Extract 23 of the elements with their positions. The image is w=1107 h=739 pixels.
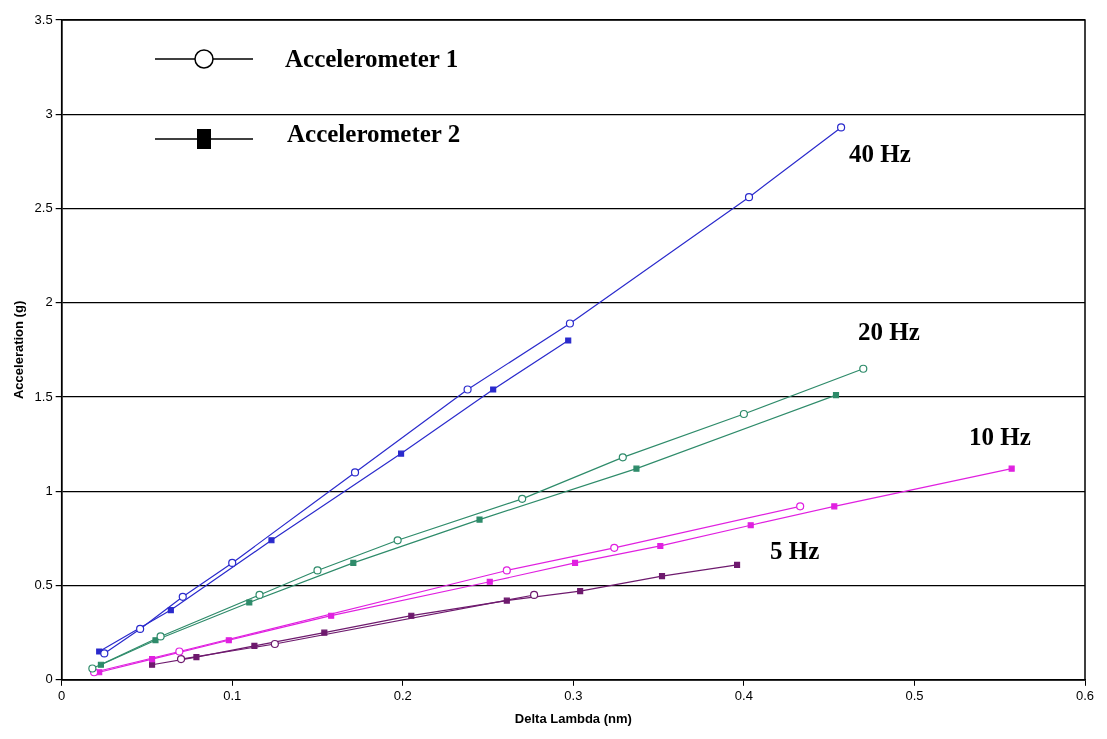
y-tick-label: 3.5: [34, 11, 53, 27]
y-tick-label: 3: [45, 105, 53, 121]
annotation: 40 Hz: [849, 140, 911, 168]
y-tick-label: 1.5: [34, 388, 53, 404]
annotation: Accelerometer 2: [287, 120, 461, 148]
y-tick-label: 2.5: [34, 200, 53, 216]
y-axis-title: Acceleration (g): [11, 300, 27, 400]
y-tick-label: 0: [45, 671, 53, 687]
x-axis-title: Delta Lambda (nm): [514, 710, 632, 726]
x-tick-label: 0.6: [1075, 688, 1095, 704]
annotation: 10 Hz: [969, 423, 1031, 451]
x-tick-label: 0.1: [223, 688, 242, 704]
x-tick-label: 0: [58, 688, 66, 704]
x-tick-label: 0.5: [905, 688, 924, 704]
y-tick-label: 0.5: [34, 577, 53, 593]
annotation: Accelerometer 1: [285, 45, 459, 73]
x-tick-label: 0.4: [734, 688, 753, 704]
y-tick-label: 1: [45, 482, 53, 498]
x-tick-label: 0.2: [393, 688, 412, 704]
y-tick-label: 2: [45, 294, 53, 310]
x-tick-label: 0.3: [564, 688, 583, 704]
annotation: 20 Hz: [858, 318, 920, 346]
annotation: 5 Hz: [770, 537, 820, 565]
